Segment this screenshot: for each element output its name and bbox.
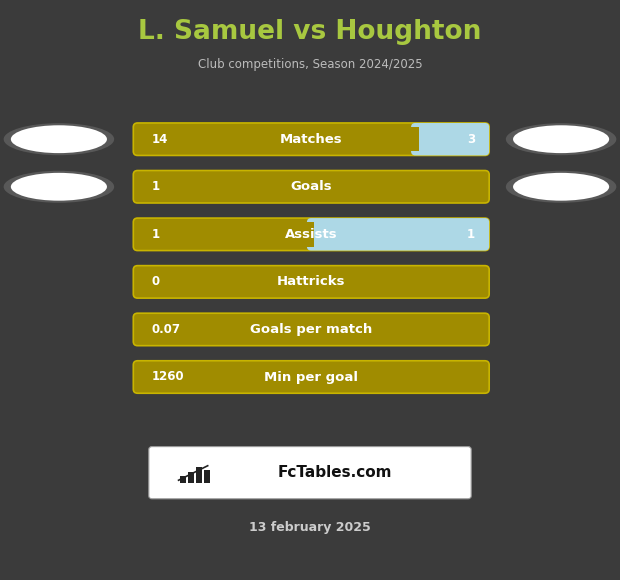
Ellipse shape [513,125,609,153]
Text: 1260: 1260 [151,371,184,383]
Ellipse shape [513,173,609,201]
FancyBboxPatch shape [133,171,489,203]
Text: L. Samuel vs Houghton: L. Samuel vs Houghton [138,19,482,45]
FancyBboxPatch shape [204,470,210,483]
Text: 13 february 2025: 13 february 2025 [249,521,371,534]
Text: Club competitions, Season 2024/2025: Club competitions, Season 2024/2025 [198,59,422,71]
FancyBboxPatch shape [133,313,489,346]
FancyBboxPatch shape [133,123,489,155]
Text: 3: 3 [467,133,475,146]
FancyBboxPatch shape [133,361,489,393]
Ellipse shape [506,171,616,203]
FancyBboxPatch shape [133,266,489,298]
FancyBboxPatch shape [180,476,186,483]
FancyBboxPatch shape [133,218,489,251]
Text: 14: 14 [151,133,167,146]
Text: Min per goal: Min per goal [264,371,358,383]
FancyBboxPatch shape [149,447,471,499]
Ellipse shape [4,123,114,155]
Text: Matches: Matches [280,133,343,146]
Text: Hattricks: Hattricks [277,276,345,288]
Text: 0: 0 [151,276,159,288]
FancyBboxPatch shape [138,127,419,151]
Text: 0.07: 0.07 [151,323,180,336]
Ellipse shape [4,171,114,203]
Text: Assists: Assists [285,228,337,241]
Ellipse shape [506,123,616,155]
FancyBboxPatch shape [411,123,489,155]
FancyBboxPatch shape [188,472,194,483]
FancyBboxPatch shape [196,467,202,483]
Text: 1: 1 [151,228,159,241]
FancyBboxPatch shape [138,222,314,246]
Ellipse shape [11,173,107,201]
Text: Goals: Goals [290,180,332,193]
Text: FcTables.com: FcTables.com [278,465,392,480]
Text: 1: 1 [467,228,475,241]
Text: Goals per match: Goals per match [250,323,373,336]
Text: 1: 1 [151,180,159,193]
FancyBboxPatch shape [307,218,489,251]
Ellipse shape [11,125,107,153]
